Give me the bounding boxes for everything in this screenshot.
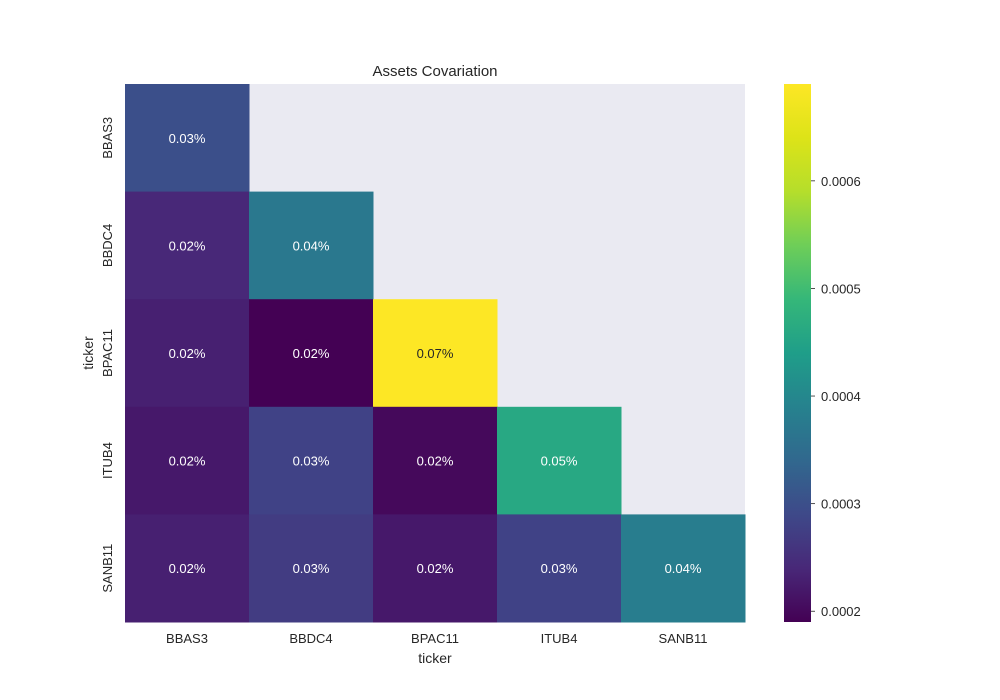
heatmap-cell-bpac11-bbas3 (125, 299, 250, 408)
x-tick-label-sanb11: SANB11 (659, 631, 708, 646)
cell-label-sanb11-bbas3: 0.02% (169, 561, 206, 576)
x-axis-tick-labels: BBAS3 BBDC4 BPAC11 ITUB4 SANB11 (166, 631, 707, 646)
chart-title: Assets Covariation (372, 63, 497, 80)
y-tick-label-bbdc4: BBDC4 (100, 224, 115, 267)
heatmap-cell-labels: 0.03% 0.02% 0.04% 0.02% 0.02% 0.07% 0.02% 0.03%… (169, 131, 702, 576)
x-tick-label-bpac11: BPAC11 (411, 631, 459, 646)
cell-label-itub4-bbas3: 0.02% (169, 454, 206, 469)
heatmap-cell-sanb11-itub4 (497, 514, 622, 623)
heatmap-cell-sanb11-sanb11 (621, 514, 746, 623)
cell-label-bpac11-bpac11: 0.07% (417, 346, 454, 361)
heatmap-cell-sanb11-bpac11 (373, 514, 498, 623)
heatmap-cell-itub4-bbas3 (125, 406, 250, 515)
x-tick-label-itub4: ITUB4 (541, 631, 578, 646)
colorbar-tick-label: 0.0006 (821, 174, 861, 189)
y-tick-label-itub4: ITUB4 (100, 442, 115, 479)
heatmap-cell-bpac11-bpac11 (373, 299, 498, 408)
heatmap-cell-itub4-bpac11 (373, 406, 498, 515)
cell-label-bpac11-bbdc4: 0.02% (293, 346, 330, 361)
y-axis-label: ticker (80, 336, 96, 370)
heatmap-cell-bpac11-bbdc4 (249, 299, 374, 408)
x-tick-label-bbas3: BBAS3 (166, 631, 208, 646)
cell-label-itub4-bbdc4: 0.03% (293, 454, 330, 469)
heatmap-cell-bbdc4-bbdc4 (249, 191, 374, 300)
heatmap-cell-sanb11-bbas3 (125, 514, 250, 623)
cell-label-bbdc4-bbas3: 0.02% (169, 238, 206, 253)
y-tick-label-bpac11: BPAC11 (100, 329, 115, 377)
cell-label-itub4-itub4: 0.05% (541, 454, 578, 469)
heatmap-cells (125, 84, 746, 623)
colorbar-tick-labels: 0.0002 0.0003 0.0004 0.0005 0.0006 (811, 174, 861, 619)
heatmap-cell-bbdc4-bbas3 (125, 191, 250, 300)
y-axis-tick-labels: BBAS3 BBDC4 BPAC11 ITUB4 SANB11 (100, 117, 115, 593)
colorbar-tick-label: 0.0002 (821, 604, 861, 619)
y-tick-label-sanb11: SANB11 (100, 544, 115, 593)
cell-label-sanb11-bbdc4: 0.03% (293, 561, 330, 576)
cell-label-bbas3-bbas3: 0.03% (169, 131, 206, 146)
x-axis-label: ticker (418, 650, 452, 666)
heatmap-cell-sanb11-bbdc4 (249, 514, 374, 623)
cell-label-bbdc4-bbdc4: 0.04% (293, 238, 330, 253)
heatmap-cell-itub4-bbdc4 (249, 406, 374, 515)
cell-label-sanb11-sanb11: 0.04% (665, 561, 702, 576)
colorbar-tick-label: 0.0005 (821, 281, 861, 296)
heatmap-cell-itub4-itub4 (497, 406, 622, 515)
cell-label-sanb11-itub4: 0.03% (541, 561, 578, 576)
colorbar (784, 84, 811, 622)
cell-label-bpac11-bbas3: 0.02% (169, 346, 206, 361)
y-tick-label-bbas3: BBAS3 (100, 117, 115, 159)
colorbar-tick-label: 0.0003 (821, 497, 861, 512)
colorbar-tick-label: 0.0004 (821, 389, 861, 404)
x-tick-label-bbdc4: BBDC4 (289, 631, 332, 646)
cell-label-sanb11-bpac11: 0.02% (417, 561, 454, 576)
heatmap-cell-bbas3-bbas3 (125, 84, 250, 193)
cell-label-itub4-bpac11: 0.02% (417, 454, 454, 469)
